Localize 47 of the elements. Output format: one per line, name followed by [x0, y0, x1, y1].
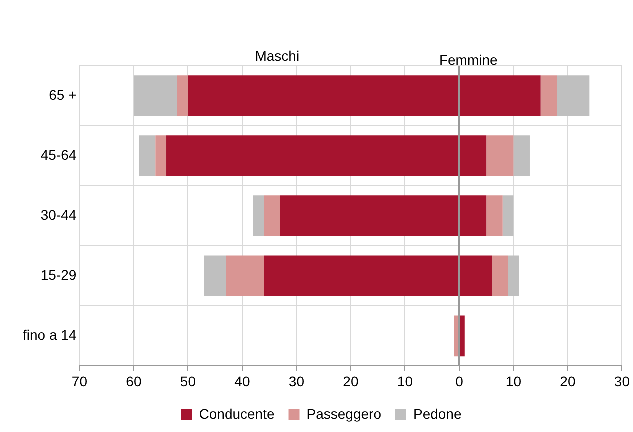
- bar: [486, 136, 514, 176]
- bar: [134, 76, 178, 116]
- x-tick-label: 30: [288, 373, 305, 390]
- bar: [177, 76, 188, 116]
- x-tick-label: 40: [234, 373, 250, 390]
- bar: [502, 196, 514, 237]
- bar: [139, 136, 156, 176]
- x-tick-label: 10: [506, 373, 522, 390]
- legend-label: Passeggero: [306, 406, 382, 422]
- bar: [460, 76, 541, 116]
- legend-label: Pedone: [413, 406, 462, 422]
- bar: [460, 256, 492, 297]
- text: Maschi: [255, 48, 300, 64]
- x-tick-label: 70: [72, 373, 88, 390]
- bar: [264, 256, 459, 297]
- bar: [253, 196, 264, 237]
- x-tick-label: 60: [126, 373, 142, 390]
- x-tick-label: 30: [614, 373, 630, 390]
- x-tick-label: 10: [397, 373, 414, 390]
- bar: [514, 136, 530, 176]
- bar: [188, 76, 459, 116]
- y-tick-label: 30-44: [40, 206, 77, 223]
- bar: [557, 76, 590, 116]
- y-tick-label: 45-64: [40, 146, 77, 163]
- bar: [492, 256, 508, 297]
- y-tick-label: 15-29: [40, 267, 77, 283]
- bar: [204, 256, 226, 297]
- bar: [156, 136, 167, 176]
- x-tick-label: 20: [343, 373, 359, 390]
- bar: [454, 316, 459, 357]
- x-tick-label: 20: [560, 373, 576, 390]
- x-tick-label: 0: [456, 373, 464, 390]
- bar: [264, 196, 280, 237]
- bar: [280, 196, 459, 237]
- bar: [508, 256, 520, 297]
- x-tick-label: 50: [180, 373, 196, 390]
- bar: [486, 196, 503, 237]
- bar: [226, 256, 264, 297]
- bar: [166, 136, 459, 176]
- legend-label: Conducente: [199, 406, 275, 422]
- bar: [460, 316, 465, 357]
- y-tick-label: 65 +: [49, 86, 77, 103]
- bar: [540, 76, 558, 116]
- y-tick-label: fino a 14: [22, 327, 77, 344]
- bar: [460, 196, 487, 237]
- annotation: Femmine: [439, 52, 498, 68]
- bar: [460, 136, 487, 176]
